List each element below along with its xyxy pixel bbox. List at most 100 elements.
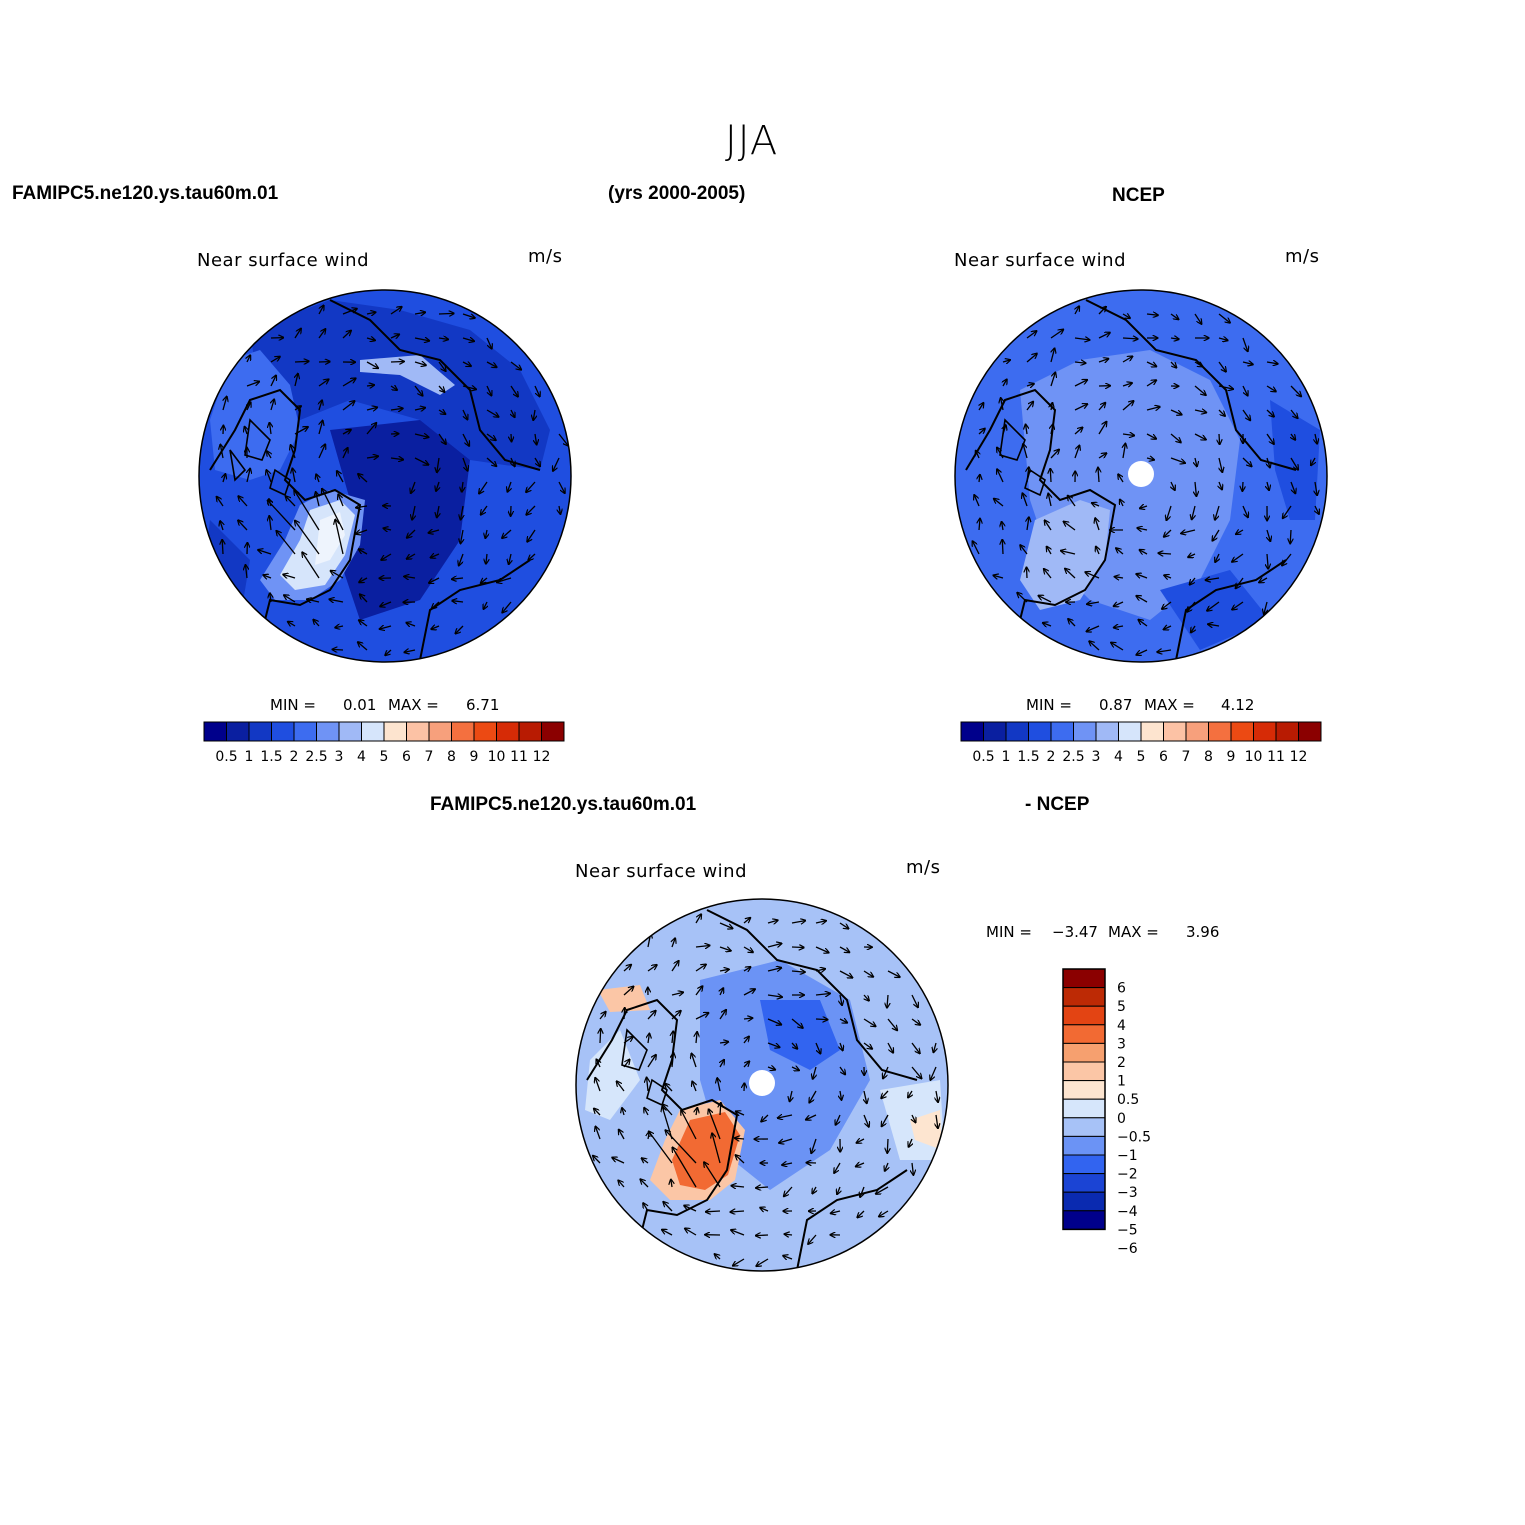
wind-vector bbox=[247, 403, 251, 411]
wind-vector bbox=[366, 385, 374, 386]
colorbar-diff: 6 5 4 3 2 1 0.5 0 −0.5 −1 −2 −3 −4 −5 −6 bbox=[1062, 968, 1151, 1257]
wind-vector bbox=[681, 1111, 697, 1140]
wind-vector bbox=[720, 1103, 721, 1116]
wind-vector bbox=[839, 1019, 847, 1023]
panel-model-min-value: 0.01 bbox=[343, 696, 377, 714]
obs-colorbar-label: 10 bbox=[1245, 749, 1263, 765]
model-colorbar-box bbox=[428, 721, 452, 742]
panel-model-max-value: 6.71 bbox=[466, 696, 500, 714]
wind-vector bbox=[294, 490, 320, 531]
wind-vector bbox=[831, 1211, 841, 1213]
wind-vector bbox=[502, 529, 512, 538]
wind-vector bbox=[438, 338, 448, 339]
wind-vector bbox=[720, 1060, 724, 1068]
panel-model-min-label: MIN = bbox=[270, 696, 316, 714]
wind-vector bbox=[973, 541, 980, 555]
diff-colorbar-label: −6 bbox=[1117, 1241, 1138, 1257]
wind-vector bbox=[1242, 457, 1252, 466]
wind-vector bbox=[331, 571, 344, 579]
wind-vector bbox=[647, 965, 657, 972]
obs-colorbar-box bbox=[1005, 721, 1029, 742]
wind-vector bbox=[1267, 553, 1268, 569]
wind-vector bbox=[390, 334, 399, 338]
wind-vector bbox=[1074, 380, 1087, 387]
wind-vector bbox=[342, 309, 357, 315]
wind-vector bbox=[720, 988, 723, 996]
wind-vector bbox=[1282, 553, 1292, 565]
wind-vector bbox=[486, 385, 491, 396]
wind-vector bbox=[390, 307, 402, 315]
wind-vector bbox=[1098, 307, 1106, 315]
diff-colorbar-label: 3 bbox=[1117, 1036, 1126, 1052]
wind-vector bbox=[461, 529, 464, 543]
wind-vector bbox=[1219, 433, 1220, 444]
wind-vector bbox=[322, 489, 344, 531]
wind-vector bbox=[318, 306, 324, 315]
diff-colorbar-box bbox=[1062, 1154, 1106, 1175]
panel-obs-max-label: MAX = bbox=[1144, 696, 1195, 714]
wind-vector bbox=[342, 378, 356, 387]
wind-vector bbox=[1039, 596, 1052, 603]
diff-colorbar-label: 5 bbox=[1117, 999, 1126, 1015]
wind-vector bbox=[1264, 601, 1267, 614]
wind-vector bbox=[486, 409, 499, 417]
case-name-header: FAMIPC5.ne120.ys.tau60m.01 bbox=[12, 183, 279, 204]
wind-vector bbox=[1116, 548, 1124, 555]
wind-vector bbox=[366, 338, 375, 340]
wind-vector bbox=[238, 520, 248, 531]
wind-vector bbox=[534, 385, 540, 396]
wind-vector bbox=[558, 433, 568, 446]
wind-vector bbox=[767, 968, 781, 971]
colorbar-model: 0.5 1 1.5 2 2.5 3 4 5 6 7 8 9 10 11 12 bbox=[203, 721, 565, 765]
wind-vector bbox=[695, 965, 706, 972]
wind-vector bbox=[1050, 469, 1051, 483]
wind-vector bbox=[767, 944, 781, 948]
wind-vector bbox=[509, 553, 511, 564]
wind-vector bbox=[994, 499, 1004, 507]
wind-vector bbox=[511, 457, 515, 466]
obs-colorbar-label: 6 bbox=[1159, 749, 1168, 765]
panel-diff-label: Near surface wind bbox=[575, 861, 747, 882]
wind-vector bbox=[719, 1042, 728, 1043]
wind-vector bbox=[380, 601, 392, 606]
wind-vector bbox=[1064, 522, 1076, 531]
wind-vector bbox=[599, 1012, 606, 1020]
wind-vector bbox=[1136, 574, 1148, 579]
model-colorbar-box bbox=[451, 721, 475, 742]
wind-vector bbox=[791, 947, 804, 948]
wind-vector bbox=[593, 1156, 601, 1164]
wind-vector bbox=[671, 992, 683, 995]
wind-vector bbox=[642, 1158, 649, 1163]
wind-vector bbox=[486, 553, 487, 564]
wind-vector bbox=[1003, 425, 1006, 435]
wind-vector bbox=[974, 495, 980, 507]
wind-vector bbox=[864, 1090, 867, 1103]
wind-vector bbox=[911, 1042, 920, 1053]
wind-vector bbox=[286, 496, 296, 507]
wind-vector bbox=[319, 400, 322, 411]
wind-vector bbox=[623, 1037, 633, 1044]
wind-vector bbox=[1242, 337, 1248, 351]
wind-vector bbox=[643, 1203, 649, 1212]
model-colorbar-label: 5 bbox=[380, 749, 389, 765]
obs-colorbar-label: 2.5 bbox=[1062, 749, 1084, 765]
wind-vector bbox=[1017, 593, 1028, 603]
wind-vector bbox=[1074, 428, 1082, 435]
wind-vector bbox=[390, 362, 404, 363]
wind-vector bbox=[316, 492, 319, 507]
wind-vector bbox=[911, 1066, 921, 1078]
wind-vector bbox=[782, 1163, 793, 1165]
wind-vector bbox=[1218, 361, 1226, 372]
wind-vector bbox=[936, 1114, 938, 1128]
wind-vector bbox=[837, 1186, 840, 1194]
wind-vector bbox=[1115, 577, 1124, 578]
wind-vector bbox=[672, 1032, 673, 1044]
wind-vector bbox=[839, 922, 848, 929]
wind-vector bbox=[1048, 494, 1051, 507]
wind-vector bbox=[271, 400, 274, 411]
wind-vector bbox=[360, 594, 368, 603]
wind-vector bbox=[366, 456, 378, 458]
wind-vector bbox=[719, 922, 733, 928]
wind-vector bbox=[997, 469, 1004, 483]
wind-vector bbox=[1267, 457, 1270, 467]
